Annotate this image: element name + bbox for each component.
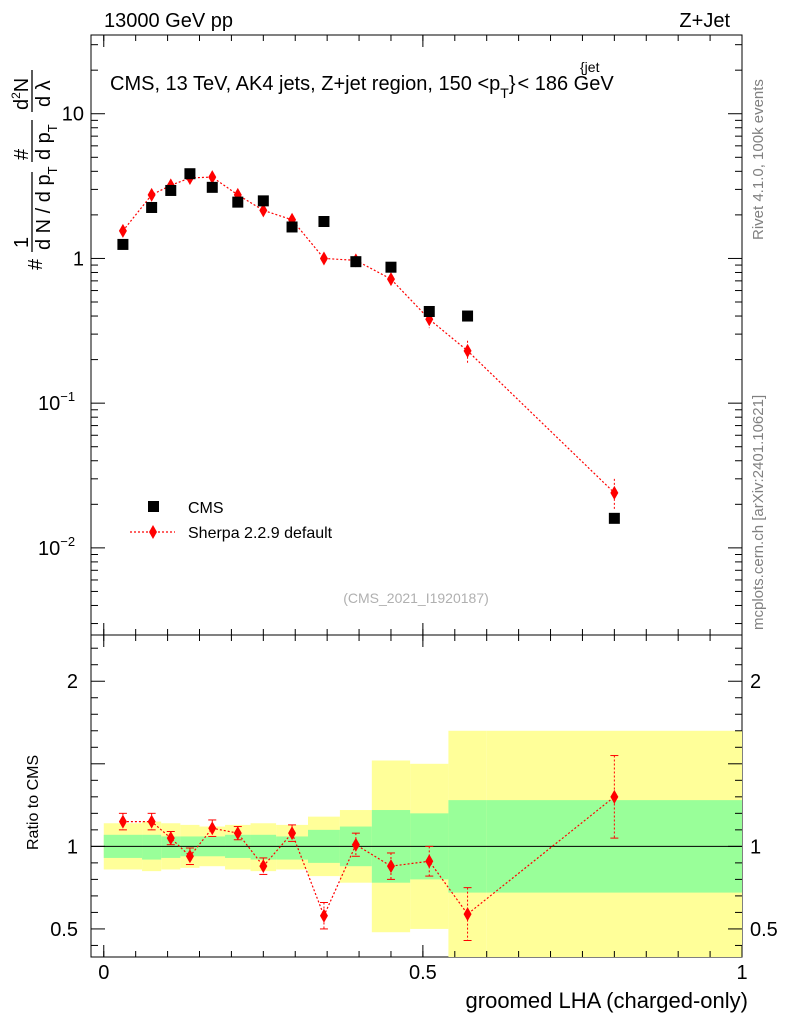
cms-point bbox=[318, 216, 330, 228]
ylabel-hash1: # bbox=[25, 258, 47, 270]
ratio-point bbox=[610, 789, 619, 804]
svg-text:d2N: d2N bbox=[9, 78, 33, 110]
sherpa-point bbox=[118, 223, 127, 238]
sherpa-point bbox=[386, 272, 395, 287]
ratio-y-tick-label-right: 1 bbox=[750, 836, 761, 858]
bottom-ylabel: Ratio to CMS bbox=[25, 755, 42, 850]
sherpa-point bbox=[147, 187, 156, 202]
ratio-y-tick-label-right: 2 bbox=[750, 671, 761, 693]
cms-point bbox=[608, 512, 620, 524]
y-tick-label: 10 bbox=[62, 104, 84, 126]
ratio-y-tick-label: 1 bbox=[67, 836, 78, 858]
ratio-point bbox=[147, 814, 156, 829]
title-tail: < 186 GeV bbox=[518, 73, 615, 95]
svg-text:d N / d pT: d N / d pT bbox=[33, 166, 60, 250]
ratio-point bbox=[208, 821, 217, 836]
legend-cms-marker bbox=[148, 501, 159, 512]
title-sup: {jet bbox=[580, 59, 600, 75]
ratio-y-tick-label: 0.5 bbox=[50, 919, 78, 941]
ylabel-d2n-two: 2 bbox=[9, 92, 23, 99]
ylabel-dpt: d p bbox=[33, 132, 55, 160]
ylabel-one: 1 bbox=[11, 237, 33, 248]
ratio-point bbox=[185, 849, 194, 864]
ylabel-hash2: # bbox=[11, 148, 33, 160]
ratio-point bbox=[233, 826, 242, 841]
cms-point bbox=[350, 256, 362, 268]
sherpa-point bbox=[463, 343, 472, 358]
ylabel-d2n-n: N bbox=[11, 78, 33, 92]
cms-point bbox=[462, 310, 474, 322]
legend: CMS Sherpa 2.2.9 default bbox=[130, 500, 333, 542]
cms-point bbox=[385, 261, 397, 273]
title-main: CMS, 13 TeV, AK4 jets, Z+jet region, 150… bbox=[110, 73, 500, 95]
title-supclose: } bbox=[509, 73, 516, 95]
band-inner-segment bbox=[142, 834, 162, 860]
cms-point bbox=[423, 305, 435, 317]
title-sub: T bbox=[500, 85, 509, 101]
cms-point bbox=[206, 181, 218, 193]
cms-point bbox=[184, 168, 196, 180]
ratio-point bbox=[166, 831, 175, 846]
x-tick-label: 0 bbox=[98, 962, 109, 984]
ylabel-t2: T bbox=[45, 124, 60, 132]
x-tick-label: 1 bbox=[736, 962, 747, 984]
legend-cms-label: CMS bbox=[188, 500, 224, 517]
y-tick-label: 1 bbox=[73, 248, 84, 270]
top-panel-frame bbox=[90, 34, 743, 636]
ylabel-dn: d N / d p bbox=[33, 174, 55, 250]
sherpa-point bbox=[610, 485, 619, 500]
ratio-y-tick-label-right: 0.5 bbox=[750, 919, 778, 941]
y-tick-label: 10−1 bbox=[38, 389, 75, 415]
ratio-point bbox=[386, 859, 395, 874]
ratio-y-tick-label: 2 bbox=[67, 671, 78, 693]
ratio-point bbox=[319, 908, 328, 923]
cms-point bbox=[257, 195, 269, 207]
plot-title: CMS, 13 TeV, AK4 jets, Z+jet region, 150… bbox=[110, 73, 614, 101]
ylabel-dlambda: d λ bbox=[33, 80, 55, 107]
rivet-label: Rivet 4.1.0, 100k events bbox=[750, 79, 767, 240]
data-marks bbox=[117, 168, 620, 941]
header-right: Z+Jet bbox=[679, 10, 730, 32]
ratio-point bbox=[425, 854, 434, 869]
x-tick-label: 0.5 bbox=[409, 962, 437, 984]
sherpa-line bbox=[122, 176, 615, 494]
svg-text:#: # bbox=[25, 258, 47, 270]
y-tick-label: 10−2 bbox=[38, 534, 75, 560]
ratio-point bbox=[259, 859, 268, 874]
svg-text:d pT: d pT bbox=[33, 124, 60, 160]
x-axis-label: groomed LHA (charged-only) bbox=[466, 988, 748, 1013]
top-ylabel: # 1 d N / d pT # d pT d2N d λ bbox=[9, 70, 60, 270]
cms-point bbox=[146, 201, 158, 213]
cms-point bbox=[117, 238, 129, 250]
sherpa-point bbox=[208, 170, 217, 185]
cms-point bbox=[232, 196, 244, 208]
ratio-point bbox=[351, 837, 360, 852]
header-left: 13000 GeV pp bbox=[104, 10, 233, 32]
ylabel-d2n-d: d bbox=[11, 99, 33, 110]
ratio-uncertainty-bands bbox=[91, 730, 742, 957]
ratio-line bbox=[122, 796, 615, 918]
sherpa-point bbox=[319, 251, 328, 266]
legend-sherpa-marker bbox=[149, 525, 157, 539]
analysis-id: (CMS_2021_I1920187) bbox=[343, 590, 489, 606]
sherpa-point bbox=[259, 203, 268, 218]
cms-point bbox=[286, 221, 298, 233]
ratio-point bbox=[118, 814, 127, 829]
legend-sherpa-label: Sherpa 2.2.9 default bbox=[188, 525, 333, 542]
ratio-point bbox=[463, 907, 472, 922]
cms-point bbox=[165, 184, 177, 196]
mcplots-label: mcplots.cern.ch [arXiv:2401.10621] bbox=[750, 395, 767, 630]
ylabel-t1: T bbox=[45, 166, 60, 174]
ratio-point bbox=[288, 826, 297, 841]
band-inner-segment bbox=[250, 834, 277, 860]
